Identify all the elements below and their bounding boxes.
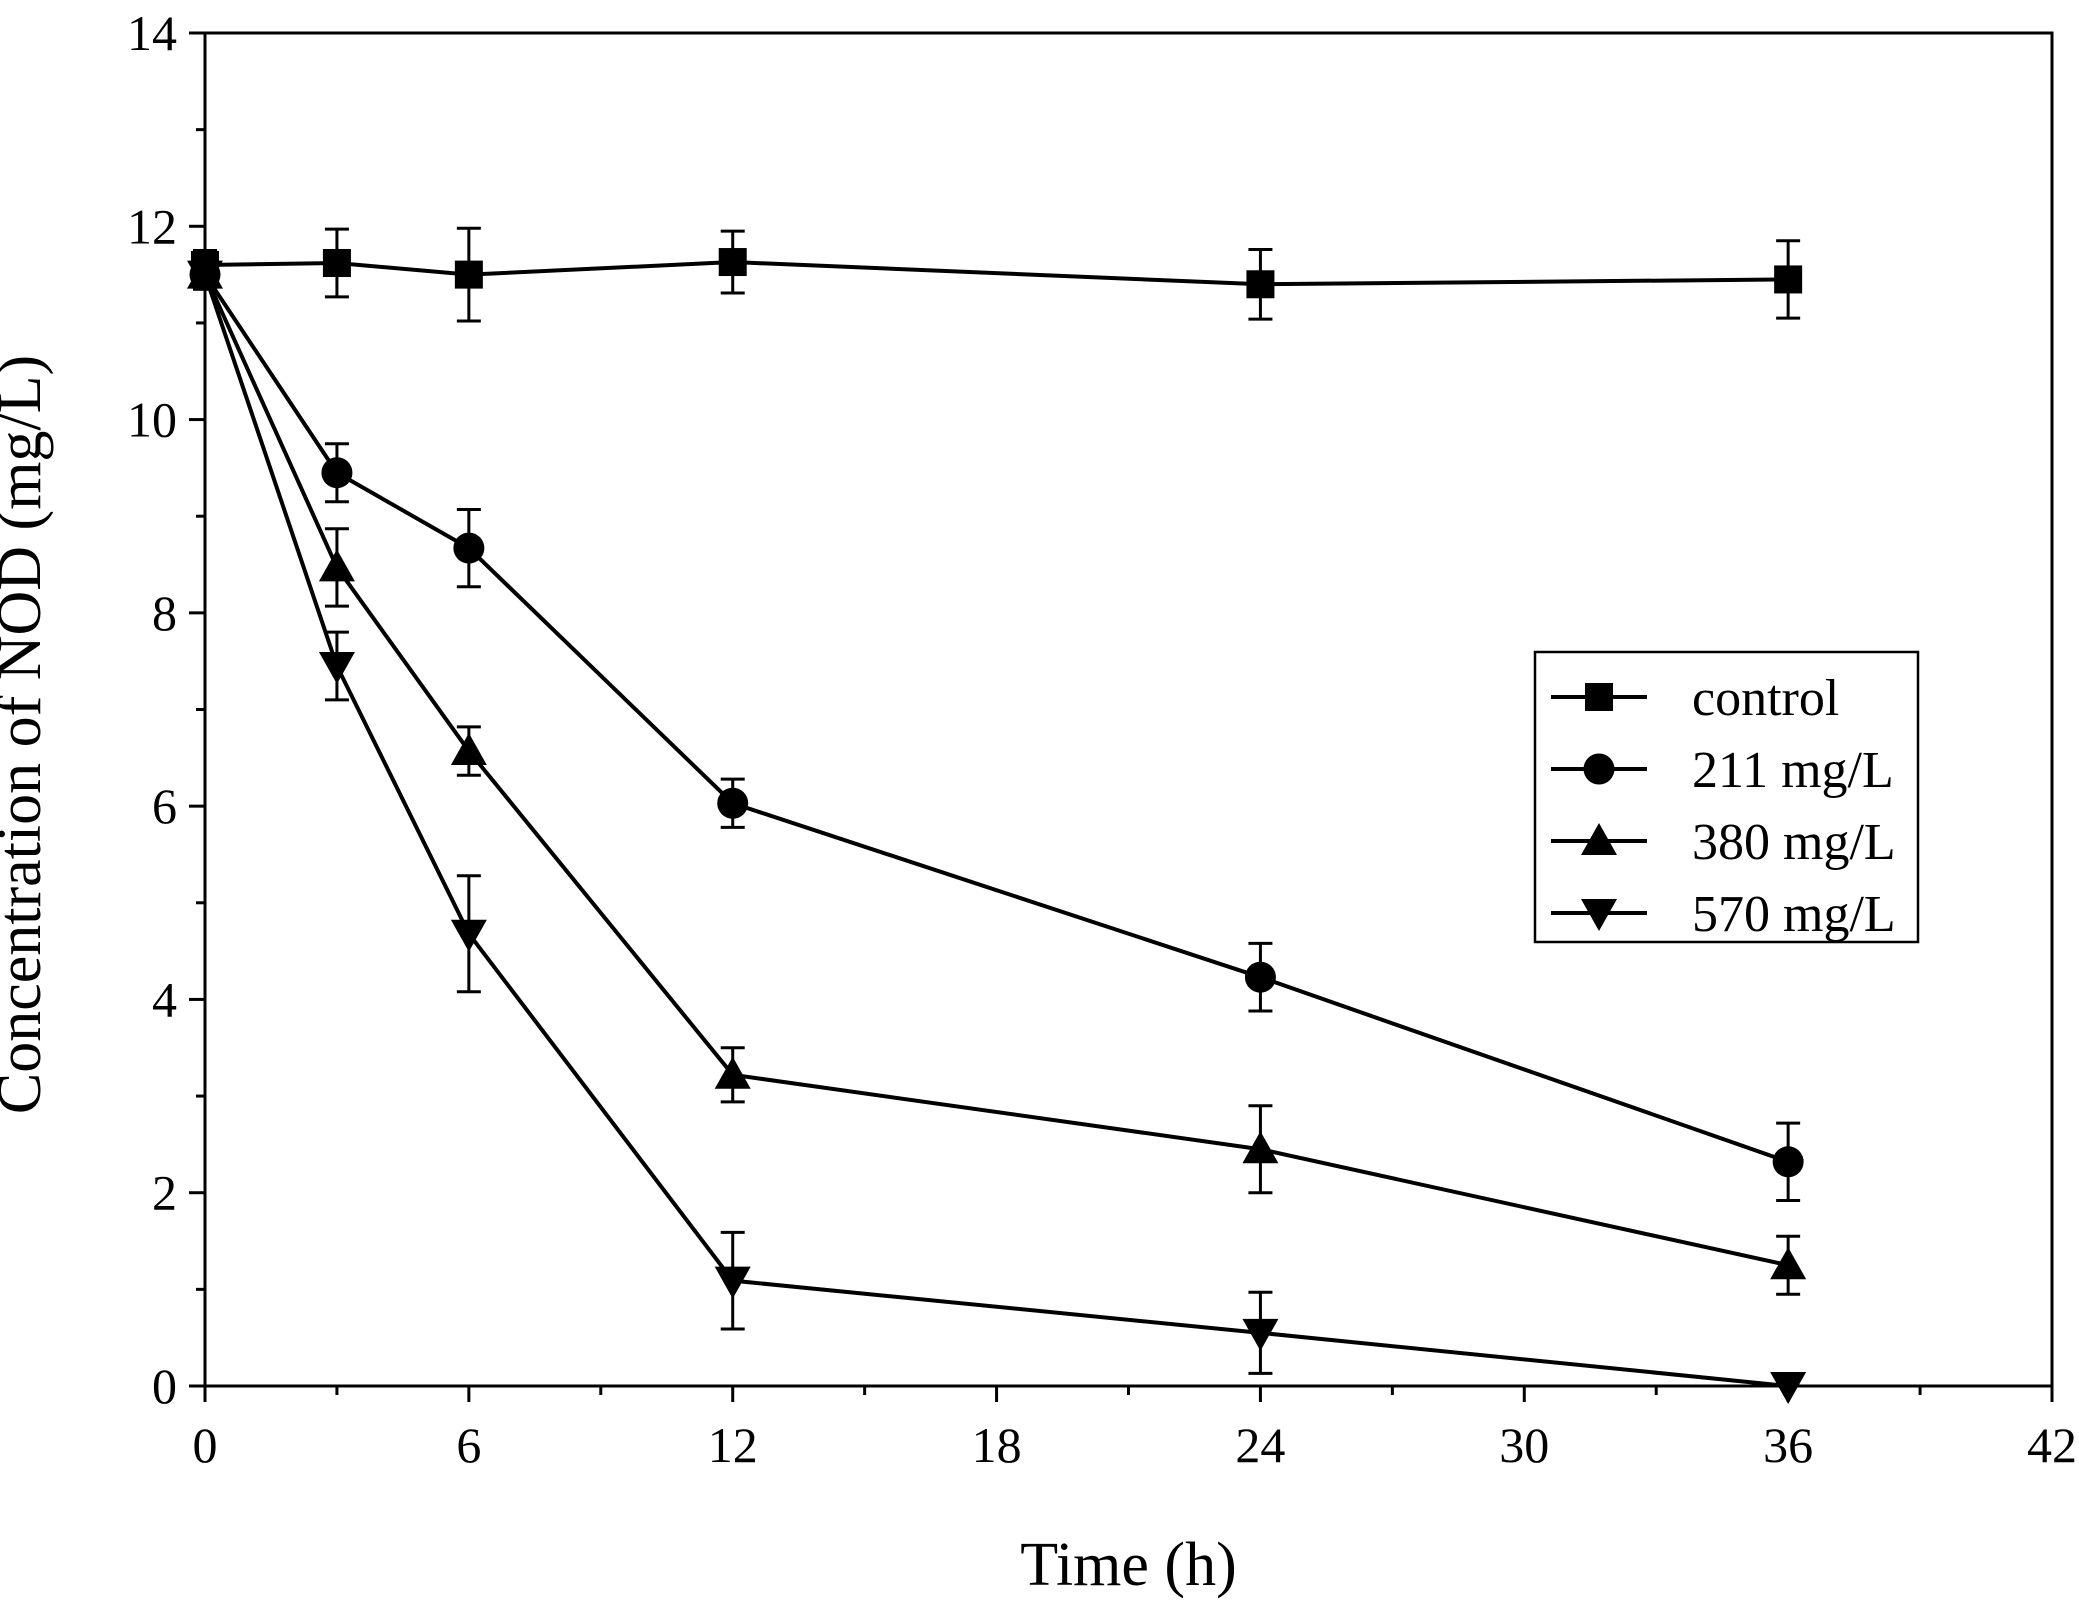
- y-tick-label: 10: [127, 392, 177, 448]
- x-tick-label: 12: [708, 1417, 758, 1473]
- data-point: [453, 532, 485, 564]
- series-line: [203, 273, 1789, 1164]
- x-tick-label: 36: [1763, 1417, 1813, 1473]
- data-point: [1246, 270, 1275, 299]
- data-point: [717, 787, 749, 819]
- data-point: [714, 1056, 751, 1089]
- data-point: [321, 457, 353, 489]
- x-tick-label: 18: [972, 1417, 1022, 1473]
- legend-item: 211 mg/L: [1551, 742, 1894, 799]
- legend-label: control: [1692, 670, 1839, 727]
- data-point: [1774, 265, 1803, 294]
- x-tick-label: 30: [1499, 1417, 1549, 1473]
- legend-item: 380 mg/L: [1551, 814, 1896, 871]
- x-axis-title: Time (h): [1020, 1531, 1236, 1599]
- data-point: [1770, 1247, 1807, 1280]
- data-point: [450, 733, 487, 766]
- legend-marker: [1585, 683, 1613, 711]
- data-point: [1242, 1318, 1279, 1351]
- y-tick-label: 0: [152, 1358, 177, 1414]
- y-axis-title: Concentration of NOD (mg/L): [0, 355, 54, 1114]
- x-tick-label: 0: [193, 1417, 218, 1473]
- series-control: [191, 226, 1803, 323]
- legend-label: 380 mg/L: [1692, 814, 1896, 871]
- legend-marker: [1583, 753, 1615, 785]
- x-tick-label: 42: [2027, 1417, 2077, 1473]
- y-tick-label: 14: [127, 5, 177, 61]
- data-point: [714, 1266, 751, 1299]
- y-tick-label: 2: [152, 1165, 177, 1221]
- legend-item: control: [1551, 670, 1839, 727]
- legend-label: 211 mg/L: [1692, 742, 1894, 799]
- series-line: [203, 273, 1789, 1268]
- series-380-mg-l: [187, 256, 1807, 1296]
- legend-marker: [1581, 899, 1617, 931]
- x-tick-label: 24: [1235, 1417, 1285, 1473]
- data-point: [318, 652, 355, 685]
- y-tick-label: 4: [152, 971, 177, 1027]
- y-tick-label: 6: [152, 778, 177, 834]
- y-tick-label: 8: [152, 585, 177, 641]
- series-line: [204, 260, 1789, 287]
- x-tick-label: 6: [456, 1417, 481, 1473]
- data-point: [1244, 961, 1276, 993]
- data-point: [1772, 1146, 1804, 1178]
- legend-label: 570 mg/L: [1692, 886, 1896, 943]
- data-point: [450, 919, 487, 952]
- data-point: [718, 248, 747, 277]
- legend-item: 570 mg/L: [1551, 886, 1896, 943]
- y-tick-label: 12: [127, 198, 177, 254]
- data-point: [322, 249, 351, 278]
- data-point: [1242, 1131, 1279, 1164]
- data-point: [318, 549, 355, 582]
- series-line: [203, 273, 1789, 1388]
- legend-marker: [1581, 823, 1617, 855]
- data-point: [454, 260, 483, 289]
- legend: control 211 mg/L 380 mg/L 570 mg/L: [1533, 650, 1920, 944]
